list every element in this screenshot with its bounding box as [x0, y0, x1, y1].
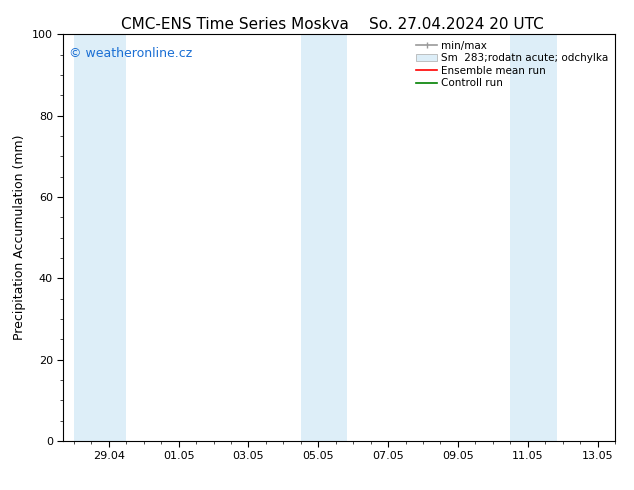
Bar: [510, 34, 557, 441]
Text: © weatheronline.cz: © weatheronline.cz: [69, 47, 192, 59]
Y-axis label: Precipitation Accumulation (mm): Precipitation Accumulation (mm): [13, 135, 27, 341]
Text: CMC-ENS Time Series Moskva: CMC-ENS Time Series Moskva: [120, 17, 349, 32]
Bar: [301, 34, 347, 441]
Text: So. 27.04.2024 20 UTC: So. 27.04.2024 20 UTC: [369, 17, 544, 32]
Bar: [74, 34, 126, 441]
Legend: min/max, Sm  283;rodatn acute; odchylka, Ensemble mean run, Controll run: min/max, Sm 283;rodatn acute; odchylka, …: [412, 36, 613, 93]
